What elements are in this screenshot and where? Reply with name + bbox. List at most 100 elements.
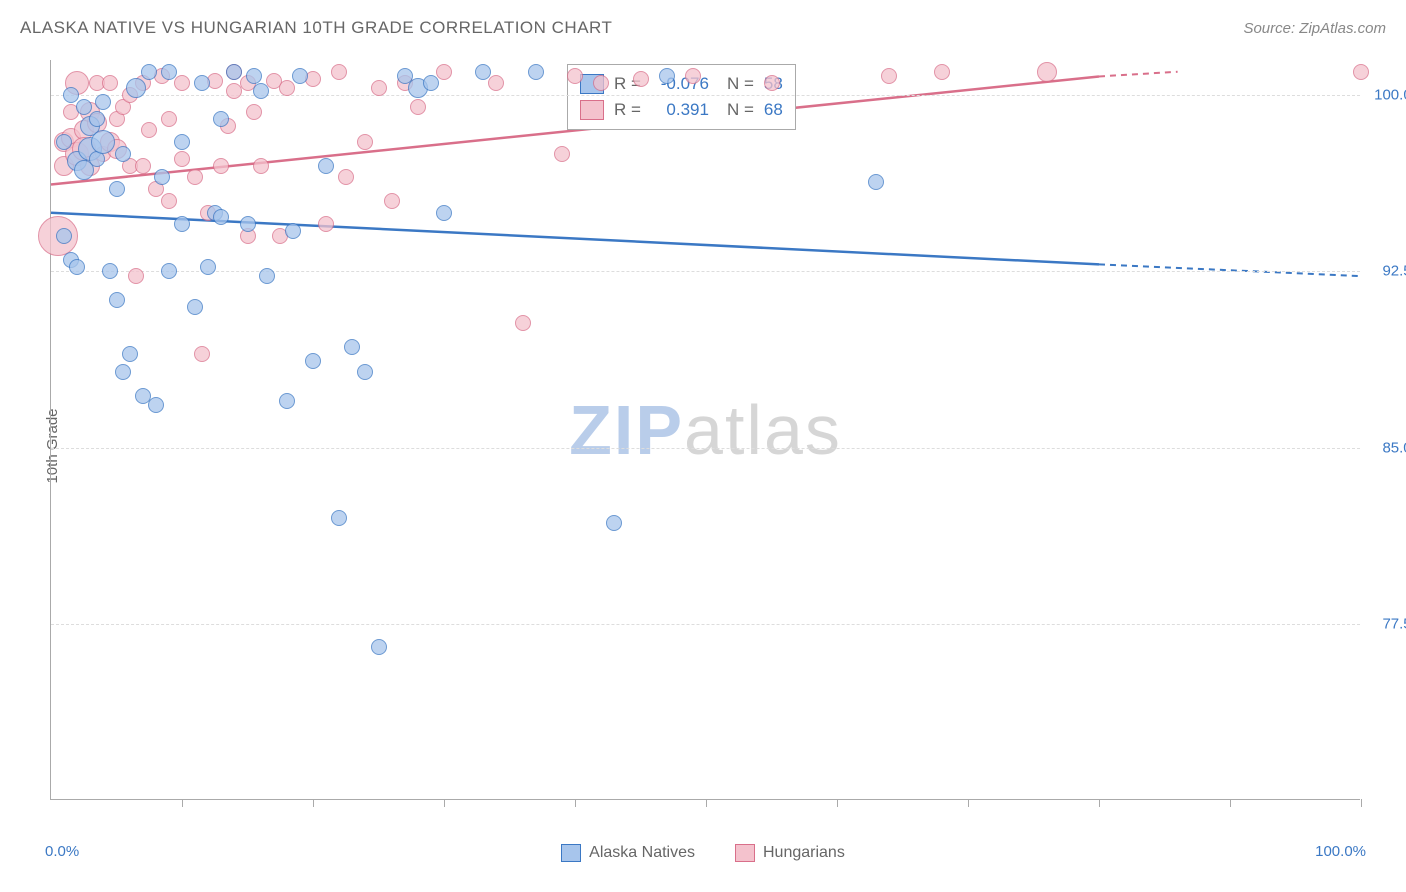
- x-tick: [444, 799, 445, 807]
- point-alaska-native: [102, 263, 118, 279]
- legend-n-label: N =: [727, 100, 754, 120]
- point-hungarian: [253, 158, 269, 174]
- point-hungarian: [174, 151, 190, 167]
- point-alaska-native: [89, 111, 105, 127]
- point-hungarian: [174, 75, 190, 91]
- point-alaska-native: [174, 216, 190, 232]
- x-tick: [182, 799, 183, 807]
- point-hungarian: [135, 158, 151, 174]
- legend-item: Hungarians: [735, 844, 845, 862]
- point-alaska-native: [259, 268, 275, 284]
- point-alaska-native: [115, 364, 131, 380]
- point-alaska-native: [253, 83, 269, 99]
- plot-area: ZIPatlas R =-0.076N =58R =0.391N =68 100…: [50, 60, 1360, 800]
- source-citation: Source: ZipAtlas.com: [1243, 20, 1386, 37]
- point-alaska-native: [76, 99, 92, 115]
- point-hungarian: [371, 80, 387, 96]
- point-hungarian: [357, 134, 373, 150]
- point-alaska-native: [318, 158, 334, 174]
- series-legend: Alaska Natives Hungarians: [0, 844, 1406, 862]
- point-alaska-native: [161, 263, 177, 279]
- point-hungarian: [633, 71, 649, 87]
- point-alaska-native: [475, 64, 491, 80]
- point-alaska-native: [213, 209, 229, 225]
- point-alaska-native: [436, 205, 452, 221]
- y-tick-label: 77.5%: [1365, 615, 1406, 632]
- x-tick: [837, 799, 838, 807]
- point-alaska-native: [213, 111, 229, 127]
- gridline: [51, 271, 1360, 272]
- point-alaska-native: [161, 64, 177, 80]
- point-hungarian: [410, 99, 426, 115]
- point-alaska-native: [154, 169, 170, 185]
- point-alaska-native: [115, 146, 131, 162]
- point-alaska-native: [56, 228, 72, 244]
- gridline: [51, 95, 1360, 96]
- legend-item: Alaska Natives: [561, 844, 695, 862]
- legend-r-label: R =: [614, 100, 641, 120]
- legend-label: Hungarians: [763, 844, 845, 862]
- point-alaska-native: [109, 181, 125, 197]
- trend-line: [1099, 264, 1361, 276]
- gridline: [51, 624, 1360, 625]
- point-hungarian: [194, 346, 210, 362]
- trend-line: [1099, 72, 1178, 77]
- point-hungarian: [1353, 64, 1369, 80]
- point-hungarian: [161, 111, 177, 127]
- correlation-legend: R =-0.076N =58R =0.391N =68: [567, 64, 796, 130]
- chart-title: ALASKA NATIVE VS HUNGARIAN 10TH GRADE CO…: [20, 18, 612, 38]
- point-hungarian: [141, 122, 157, 138]
- x-tick: [575, 799, 576, 807]
- legend-row: R = 0.391 N = 68: [580, 97, 783, 123]
- point-alaska-native: [69, 259, 85, 275]
- point-alaska-native: [357, 364, 373, 380]
- legend-n-value: 68: [764, 100, 783, 120]
- point-alaska-native: [174, 134, 190, 150]
- point-alaska-native: [305, 353, 321, 369]
- x-tick: [968, 799, 969, 807]
- point-hungarian: [567, 68, 583, 84]
- legend-label: Alaska Natives: [589, 844, 695, 862]
- point-hungarian: [331, 64, 347, 80]
- point-alaska-native: [868, 174, 884, 190]
- point-alaska-native: [194, 75, 210, 91]
- point-hungarian: [318, 216, 334, 232]
- point-alaska-native: [371, 639, 387, 655]
- point-alaska-native: [126, 78, 146, 98]
- point-hungarian: [881, 68, 897, 84]
- point-hungarian: [128, 268, 144, 284]
- point-alaska-native: [659, 68, 675, 84]
- point-hungarian: [934, 64, 950, 80]
- point-alaska-native: [279, 393, 295, 409]
- gridline: [51, 448, 1360, 449]
- point-alaska-native: [141, 64, 157, 80]
- point-alaska-native: [226, 64, 242, 80]
- point-alaska-native: [91, 130, 115, 154]
- x-tick: [313, 799, 314, 807]
- point-alaska-native: [109, 292, 125, 308]
- y-tick-label: 85.0%: [1365, 439, 1406, 456]
- point-alaska-native: [331, 510, 347, 526]
- point-alaska-native: [423, 75, 439, 91]
- point-hungarian: [593, 75, 609, 91]
- point-hungarian: [338, 169, 354, 185]
- x-tick: [706, 799, 707, 807]
- point-hungarian: [102, 75, 118, 91]
- legend-r-value: 0.391: [651, 100, 709, 120]
- point-alaska-native: [200, 259, 216, 275]
- point-hungarian: [213, 158, 229, 174]
- point-alaska-native: [95, 94, 111, 110]
- point-alaska-native: [285, 223, 301, 239]
- point-alaska-native: [240, 216, 256, 232]
- point-alaska-native: [528, 64, 544, 80]
- legend-swatch: [561, 844, 581, 862]
- point-alaska-native: [606, 515, 622, 531]
- point-hungarian: [384, 193, 400, 209]
- point-hungarian: [685, 68, 701, 84]
- point-hungarian: [488, 75, 504, 91]
- point-hungarian: [246, 104, 262, 120]
- point-hungarian: [436, 64, 452, 80]
- point-hungarian: [554, 146, 570, 162]
- point-alaska-native: [122, 346, 138, 362]
- legend-n-label: N =: [727, 74, 754, 94]
